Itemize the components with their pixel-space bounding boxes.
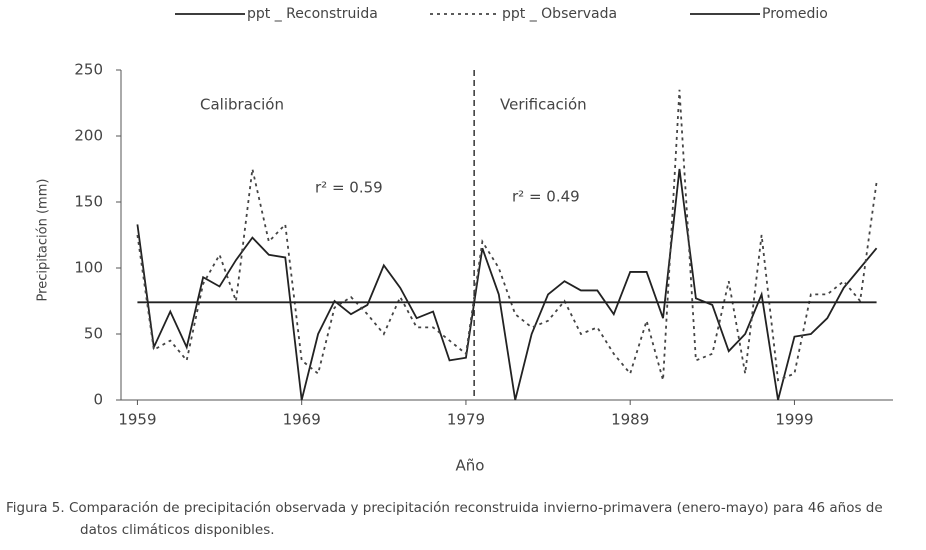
y-tick-label: 50 — [84, 325, 103, 343]
y-axis-label: Precipitación (mm) — [36, 179, 51, 302]
x-tick-label: 1999 — [775, 411, 813, 429]
x-tick-label: 1989 — [611, 411, 649, 429]
annotation: r² = 0.49 — [512, 188, 580, 206]
annotation: Calibración — [200, 96, 284, 114]
annotation: Verificación — [500, 96, 587, 114]
legend-label: Promedio — [762, 6, 828, 22]
caption: datos climáticos disponibles. — [80, 522, 275, 538]
x-axis-label: Año — [456, 457, 485, 475]
y-tick-label: 250 — [74, 61, 103, 79]
y-tick-label: 100 — [74, 259, 103, 277]
caption: Figura 5. Comparación de precipitación o… — [6, 500, 883, 516]
y-tick-label: 200 — [74, 127, 103, 145]
legend-label: ppt _ Reconstruida — [247, 6, 378, 22]
series-line — [136, 89, 878, 382]
annotation: r² = 0.59 — [315, 179, 383, 197]
x-tick-label: 1959 — [118, 411, 156, 429]
series-line — [136, 168, 878, 401]
legend-label: ppt _ Observada — [502, 6, 617, 22]
x-tick-label: 1969 — [283, 411, 321, 429]
y-tick-label: 150 — [74, 193, 103, 211]
x-tick-label: 1979 — [447, 411, 485, 429]
y-tick-label: 0 — [93, 391, 103, 409]
